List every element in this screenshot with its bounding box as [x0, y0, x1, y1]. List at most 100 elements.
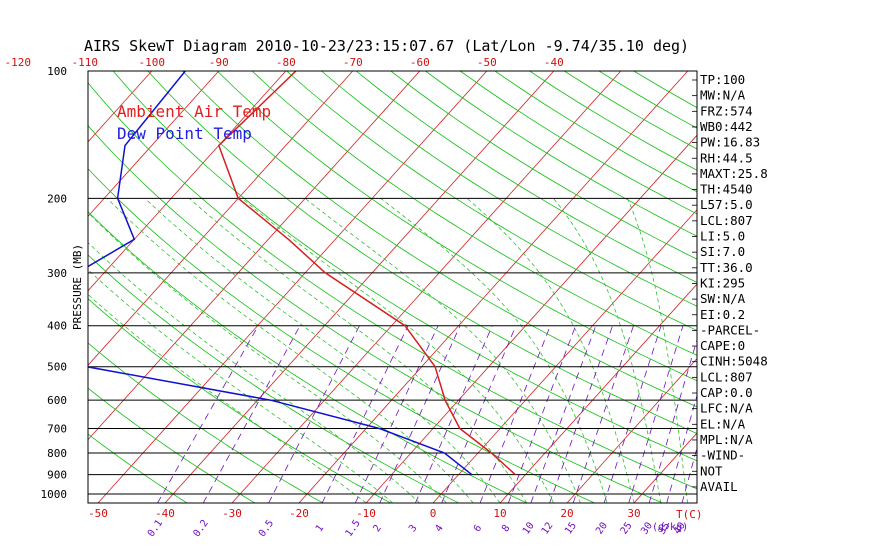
mixing-ratio-line: [530, 325, 597, 503]
index-label: LCL:807: [700, 369, 753, 384]
mixing-ratio-line: [666, 393, 697, 503]
dry-adiabat-line: [88, 125, 663, 503]
temp-bottom-tick-label: -40: [155, 507, 175, 520]
temp-bottom-tick-label: -20: [289, 507, 309, 520]
dew-point-line: [88, 71, 473, 476]
mixing-ratio-tick-label: 10: [521, 521, 537, 537]
temp-top-tick-label: -70: [343, 56, 363, 69]
pressure-tick-label: 800: [47, 447, 67, 460]
mixing-ratio-line: [379, 325, 461, 503]
index-label: AVAIL: [700, 479, 738, 494]
dry-adiabat-line: [88, 342, 324, 503]
moist-adiabat-line: [144, 198, 501, 503]
dry-adiabat-line: [217, 71, 697, 382]
isotherm-line: [164, 71, 555, 503]
temp-bottom-tick-label: 10: [493, 507, 506, 520]
index-label: TP:100: [700, 72, 745, 87]
dry-adiabat-line: [88, 168, 595, 503]
moist-adiabat-line: [88, 269, 394, 503]
mixing-ratio-line: [572, 325, 634, 503]
ambient-temp-line: [217, 71, 516, 476]
index-label: KI:295: [700, 275, 745, 290]
dry-adiabat-line: [251, 71, 697, 356]
moist-adiabat-line: [380, 197, 608, 503]
index-label: MPL:N/A: [700, 432, 753, 447]
moist-adiabat-line: [466, 197, 635, 503]
index-label: -PARCEL-: [700, 322, 760, 337]
index-label: -WIND-: [700, 448, 745, 463]
dry-adiabat-line: [88, 254, 459, 503]
moist-adiabat-line: [627, 198, 688, 503]
mixing-ratio-tick-label: 6: [472, 523, 484, 534]
mixing-ratio-line: [268, 325, 360, 503]
pressure-tick-label: 500: [47, 361, 67, 374]
index-label: MW:N/A: [700, 88, 746, 103]
index-label: MAXT:25.8: [700, 166, 768, 181]
mixing-ratio-line: [441, 325, 517, 503]
index-label: EL:N/A: [700, 416, 746, 431]
pressure-tick-label: 200: [47, 192, 67, 205]
legend-item-ambient-temp: Ambient Air Temp: [117, 102, 271, 121]
moist-adiabat-line: [88, 293, 367, 503]
pressure-tick-label: 700: [47, 423, 67, 436]
dry-adiabat-line: [88, 387, 256, 503]
plot-frame: [87, 70, 698, 504]
mixing-ratio-line: [603, 325, 662, 503]
temp-bottom-tick-label: -10: [356, 507, 376, 520]
index-label: TT:36.0: [700, 260, 753, 275]
mixing-ratio-tick-label: 4: [433, 523, 445, 534]
dry-adiabat-line: [88, 298, 391, 503]
y-axis-label: PRESSURE (MB): [71, 244, 84, 330]
mixing-ratio-line: [549, 325, 613, 503]
pressure-tick-label: 1000: [41, 488, 68, 501]
mixing-ratio-line: [415, 325, 493, 503]
index-label: LI:5.0: [700, 229, 745, 244]
temp-top-tick-label: -80: [276, 56, 296, 69]
chart-title: AIRS SkewT Diagram 2010-10-23/23:15:07.6…: [84, 37, 689, 55]
moist-adiabat-line: [241, 197, 554, 503]
moist-adiabat-line: [88, 211, 447, 503]
mixing-ratio-line: [479, 325, 551, 503]
mixing-ratio-tick-label: 0.5: [257, 518, 276, 539]
temp-top-tick-label: -100: [139, 56, 166, 69]
dry-adiabat-line: [112, 71, 697, 462]
moist-adiabat-line: [553, 198, 662, 503]
mixing-ratio-line: [354, 325, 439, 503]
mixing-ratio-tick-label: 25: [619, 520, 635, 536]
mixing-ratio-line: [321, 325, 409, 503]
index-label: PW:16.83: [700, 135, 760, 150]
index-label: RH:44.5: [700, 150, 753, 165]
index-label: FRZ:574: [700, 103, 753, 118]
mixing-ratio-line: [648, 338, 697, 503]
index-label: CINH:5048: [700, 354, 768, 369]
plot-area: [88, 71, 697, 503]
dry-adiabat-line: [425, 71, 697, 237]
pressure-tick-label: 300: [47, 267, 67, 280]
temp-top-tick-label: -40: [544, 56, 564, 69]
isotherm-line: [499, 283, 697, 503]
mixing-ratio-line: [507, 325, 577, 503]
temp-bottom-tick-label: -30: [222, 507, 242, 520]
mixing-ratio-tick-label: 8: [500, 523, 512, 534]
isotherm-line: [432, 209, 697, 503]
mixing-ratio-tick-label: 15: [563, 520, 579, 536]
mixing-ratio-line: [628, 325, 684, 503]
index-label: TH:4540: [700, 182, 753, 197]
isotherm-line: [88, 71, 354, 366]
mixing-ratio-tick-label: 2: [371, 523, 383, 534]
mixing-ratio-tick-label: 0.2: [191, 518, 210, 539]
temp-unit-label: T(C): [676, 508, 703, 521]
moist-adiabat-line: [106, 198, 474, 503]
pressure-tick-label: 100: [47, 65, 67, 78]
isotherm-line: [231, 71, 622, 503]
isotherm-line: [88, 71, 220, 217]
legend-item-dew-point: Dew Point Temp: [117, 124, 252, 143]
temp-top-tick-label: -120: [5, 56, 32, 69]
temp-bottom-tick-label: 20: [560, 507, 573, 520]
index-label: NOT: [700, 463, 723, 478]
dry-adiabat-line: [147, 71, 697, 434]
isotherm-line: [88, 71, 421, 441]
index-label: CAP:0.0: [700, 385, 753, 400]
stability-indices-panel: TP:100MW:N/AFRZ:574WB0:442PW:16.83RH:44.…: [692, 72, 768, 494]
